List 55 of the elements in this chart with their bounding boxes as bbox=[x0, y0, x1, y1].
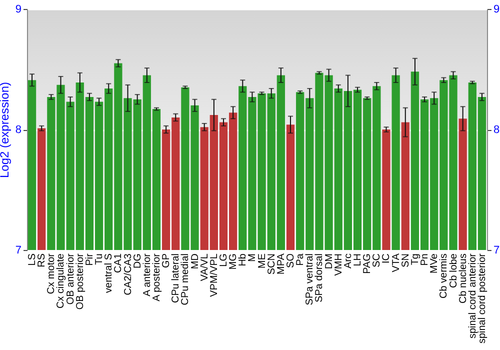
x-tick-label: OB anterior bbox=[65, 252, 76, 305]
x-tick-label: DM bbox=[324, 254, 335, 270]
x-tick-label: DG bbox=[132, 253, 144, 268]
x-tick-label: Tu bbox=[94, 254, 106, 265]
x-tick-label: LG bbox=[218, 253, 230, 267]
x-tick-label: Cx motor bbox=[46, 252, 58, 294]
x-tick-label: Tg bbox=[410, 254, 421, 266]
x-tick-label: MPA bbox=[276, 253, 287, 274]
y2-tick-label: 9 bbox=[494, 4, 500, 16]
x-tick-label: Cb lobe bbox=[448, 253, 460, 288]
x-tick-label: spinal cord anterior bbox=[467, 252, 478, 339]
x-tick-label: MD bbox=[190, 254, 201, 270]
x-tick-label: CPu lateral bbox=[170, 254, 182, 303]
x-tick-label: Cb vermis bbox=[438, 254, 450, 299]
x-tick-label: Pir bbox=[84, 252, 96, 266]
y2-tick-label: 8 bbox=[494, 124, 500, 136]
x-tick-label: Cb nucleus bbox=[458, 254, 469, 304]
y2-tick-label: 7 bbox=[494, 244, 500, 256]
x-tick-label: LS bbox=[27, 253, 38, 266]
x-tick-label: MVe bbox=[429, 253, 440, 274]
x-tick-label: VMH bbox=[333, 254, 344, 276]
x-tick-label: A anterior bbox=[142, 252, 153, 296]
x-tick-label: RS bbox=[36, 253, 48, 268]
y-tick-label: 9 bbox=[15, 4, 22, 16]
x-tick-label: Cx cingulate bbox=[56, 253, 67, 309]
x-tick-label: VPM/VPL bbox=[208, 253, 220, 297]
x-tick-label: SN bbox=[400, 254, 412, 268]
x-tick-label: OB posterior bbox=[74, 252, 86, 310]
x-tick-label: M bbox=[247, 254, 258, 262]
x-tick-label: PAG bbox=[362, 253, 374, 274]
y-axis-title: Log2 (expression) bbox=[0, 82, 12, 178]
x-tick-label: CA2/CA3 bbox=[122, 253, 134, 296]
x-tick-label: VTA bbox=[390, 253, 402, 272]
x-tick-label: SC bbox=[372, 254, 383, 268]
x-tick-label: SO bbox=[286, 253, 297, 268]
x-tick-label: Pa bbox=[295, 253, 306, 266]
x-tick-label: VA/VL bbox=[199, 253, 210, 282]
x-tick-label: LH bbox=[352, 254, 364, 266]
x-tick-label: ME bbox=[256, 253, 268, 268]
x-tick-label: CA1 bbox=[113, 253, 124, 273]
x-tick-label: Pn bbox=[420, 254, 431, 266]
x-tick-label: spinal cord posterior bbox=[476, 252, 488, 344]
x-tick-label: SPa dorsal bbox=[314, 254, 326, 302]
x-tick-label: ventral S bbox=[104, 253, 115, 293]
x-tick-label: SPa ventral bbox=[304, 254, 316, 306]
y-tick-label: 8 bbox=[15, 124, 22, 136]
x-tick-label: SCN bbox=[266, 254, 278, 275]
x-tick-label: GP bbox=[161, 253, 172, 268]
x-tick-label: IC bbox=[381, 254, 392, 264]
x-tick-label: A posterior bbox=[151, 252, 162, 302]
x-tick-label: CPu medial bbox=[180, 254, 192, 306]
x-tick-label: Hb bbox=[238, 253, 249, 266]
x-tick-label: Arc bbox=[342, 254, 354, 268]
y-tick-label: 7 bbox=[15, 244, 22, 256]
x-tick-label: MG bbox=[228, 253, 240, 270]
